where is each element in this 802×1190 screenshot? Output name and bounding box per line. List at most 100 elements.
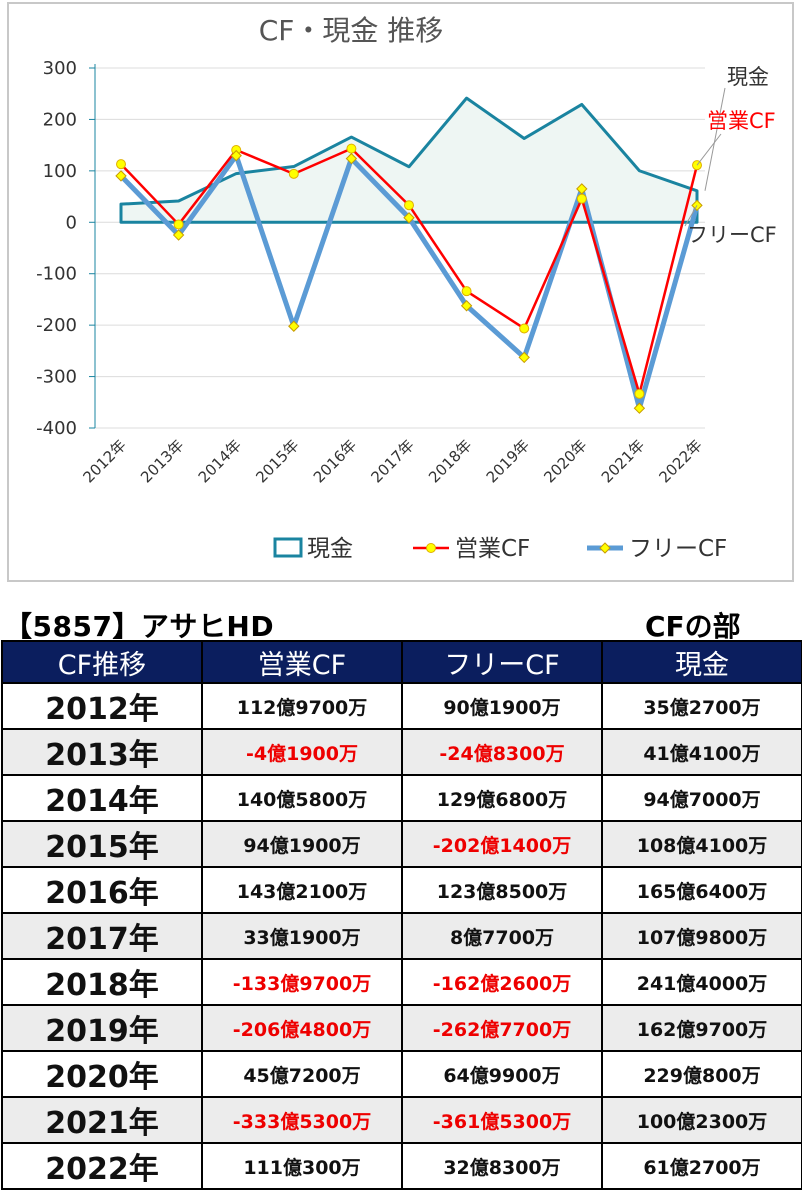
legend-cash-swatch bbox=[273, 537, 303, 558]
y-tick-label: 300 bbox=[43, 58, 77, 79]
free-cf-point bbox=[460, 300, 473, 312]
operating-cf-point bbox=[346, 143, 357, 154]
operating-cf-cell: 143億2100万 bbox=[201, 866, 403, 914]
operating-cf-point bbox=[404, 200, 414, 211]
chart-panel: CF・現金 推移 300 200 100 0 -100 -200 -300 -400 2012年 2… bbox=[7, 2, 794, 582]
year-cell: 2018年 bbox=[1, 958, 203, 1006]
column-header-free-cf: フリーCF bbox=[401, 640, 603, 684]
table-row: 2017年 33億1900万 8億7700万 107億9800万 bbox=[1, 912, 802, 960]
free-cf-point bbox=[633, 402, 646, 414]
y-tick-label: -400 bbox=[36, 418, 77, 439]
section-title: CFの部 bbox=[645, 610, 741, 643]
operating-cf-cell: -4億1900万 bbox=[201, 728, 403, 776]
free-cf-cell: -24億8300万 bbox=[401, 728, 603, 776]
free-cf-point bbox=[230, 149, 242, 162]
table-row: 2012年 112億9700万 90億1900万 35億2700万 bbox=[1, 682, 802, 730]
operating-cf-cell: -333億5300万 bbox=[201, 1096, 403, 1144]
operating-cf-cell: 112億9700万 bbox=[201, 682, 403, 730]
legend-cash-label: 現金 bbox=[307, 536, 353, 562]
free-cf-point bbox=[288, 320, 300, 332]
cash-area bbox=[119, 96, 699, 224]
operating-cf-cell: 94億1900万 bbox=[201, 820, 403, 868]
cash-cell: 100億2300万 bbox=[601, 1096, 802, 1144]
x-tick-label: 2012年 bbox=[79, 436, 129, 486]
operating-cf-cell: 33億1900万 bbox=[201, 912, 403, 960]
cash-end-label: 現金 bbox=[727, 65, 769, 89]
year-cell: 2013年 bbox=[1, 728, 203, 776]
year-cell: 2020年 bbox=[1, 1050, 203, 1098]
table-row: 2016年 143億2100万 123億8500万 165億6400万 bbox=[1, 866, 802, 914]
cf-table: CF推移 営業CF フリーCF 現金 2012年 112億9700万 90億1900… bbox=[1, 640, 802, 1190]
table-header: CF推移 営業CF フリーCF 現金 bbox=[1, 640, 802, 684]
table-row: 2018年 -133億9700万 -162億2600万 241億4000万 bbox=[1, 958, 802, 1006]
operating-cf-cell: 45億7200万 bbox=[201, 1050, 403, 1098]
operating-cf-point bbox=[173, 219, 184, 230]
table-row: 2013年 -4億1900万 -24億8300万 41億4100万 bbox=[1, 728, 802, 776]
x-tick-label: 2020年 bbox=[540, 436, 590, 486]
x-tick-label: 2022年 bbox=[655, 436, 705, 486]
y-tick-label: -300 bbox=[36, 367, 77, 388]
x-tick-label: 2016年 bbox=[310, 436, 360, 486]
cash-cell: 41億4100万 bbox=[601, 728, 802, 776]
table-row: 2014年 140億5800万 129億6800万 94億7000万 bbox=[1, 774, 802, 822]
column-header-operating-cf: 営業CF bbox=[201, 640, 403, 684]
column-header-cash: 現金 bbox=[601, 640, 802, 684]
callout-line bbox=[684, 205, 698, 227]
x-tick-label: 2015年 bbox=[252, 436, 302, 486]
chart-title: CF・現金 推移 bbox=[259, 14, 444, 47]
cash-cell: 162億9700万 bbox=[601, 1004, 802, 1052]
operating-cf-cell: 140億5800万 bbox=[201, 774, 403, 822]
operating-cf-point bbox=[576, 193, 587, 204]
year-cell: 2016年 bbox=[1, 866, 203, 914]
chart-legend: 現金 営業CF フリーCF bbox=[273, 536, 727, 562]
table-row: 2015年 94億1900万 -202億1400万 108億4100万 bbox=[1, 820, 802, 868]
y-tick-label: 200 bbox=[43, 109, 77, 130]
legend-operating-cf-label: 営業CF bbox=[455, 536, 530, 562]
cash-cell: 107億9800万 bbox=[601, 912, 802, 960]
year-cell: 2019年 bbox=[1, 1004, 203, 1052]
free-cf-cell: -262億7700万 bbox=[401, 1004, 603, 1052]
free-cf-point bbox=[115, 170, 127, 182]
y-tick-label: -100 bbox=[36, 264, 77, 285]
x-tick-label: 2019年 bbox=[483, 436, 533, 486]
free-cf-point bbox=[172, 229, 185, 241]
company-title: 【5857】アサヒHD bbox=[4, 610, 275, 643]
column-header-period: CF推移 bbox=[1, 640, 203, 684]
free-cf-cell: -202億1400万 bbox=[401, 820, 603, 868]
operating-cf-point bbox=[288, 168, 299, 179]
operating-cf-point bbox=[634, 388, 645, 399]
operating-cf-cell: 111億300万 bbox=[201, 1142, 403, 1190]
table-row: 2022年 111億300万 32億8300万 61億2700万 bbox=[1, 1142, 802, 1190]
table-row: 2020年 45億7200万 64億9900万 229億800万 bbox=[1, 1050, 802, 1098]
callout-line bbox=[704, 87, 726, 191]
year-cell: 2012年 bbox=[1, 682, 203, 730]
table-row: 2019年 -206億4800万 -262億7700万 162億9700万 bbox=[1, 1004, 802, 1052]
table-header-row: 【5857】アサヒHD CFの部 bbox=[0, 605, 802, 643]
free-cf-cell: -162億2600万 bbox=[401, 958, 603, 1006]
cash-cell: 165億6400万 bbox=[601, 866, 802, 914]
free-cf-cell: 90億1900万 bbox=[401, 682, 603, 730]
operating-cf-point bbox=[461, 286, 472, 297]
cash-cell: 94億7000万 bbox=[601, 774, 802, 822]
free-cf-point bbox=[403, 212, 415, 224]
free-cf-cell: 8億7700万 bbox=[401, 912, 603, 960]
operating-cf-end-label: 営業CF bbox=[707, 109, 776, 133]
free-cf-cell: 123億8500万 bbox=[401, 866, 603, 914]
legend-operating-cf-marker bbox=[426, 543, 436, 553]
free-cf-cell: 32億8300万 bbox=[401, 1142, 603, 1190]
cash-cell: 229億800万 bbox=[601, 1050, 802, 1098]
year-cell: 2015年 bbox=[1, 820, 203, 868]
free-cf-point bbox=[345, 152, 358, 165]
free-cf-cell: -361億5300万 bbox=[401, 1096, 603, 1144]
callout-line bbox=[696, 133, 722, 166]
year-cell: 2017年 bbox=[1, 912, 203, 960]
x-tick-label: 2013年 bbox=[137, 436, 187, 486]
cash-cell: 61億2700万 bbox=[601, 1142, 802, 1190]
x-tick-label: 2017年 bbox=[367, 436, 417, 486]
x-tick-label: 2021年 bbox=[598, 436, 648, 486]
cash-cell: 35億2700万 bbox=[601, 682, 802, 730]
year-cell: 2021年 bbox=[1, 1096, 203, 1144]
y-tick-label: -200 bbox=[36, 315, 77, 336]
free-cf-point bbox=[518, 351, 530, 364]
